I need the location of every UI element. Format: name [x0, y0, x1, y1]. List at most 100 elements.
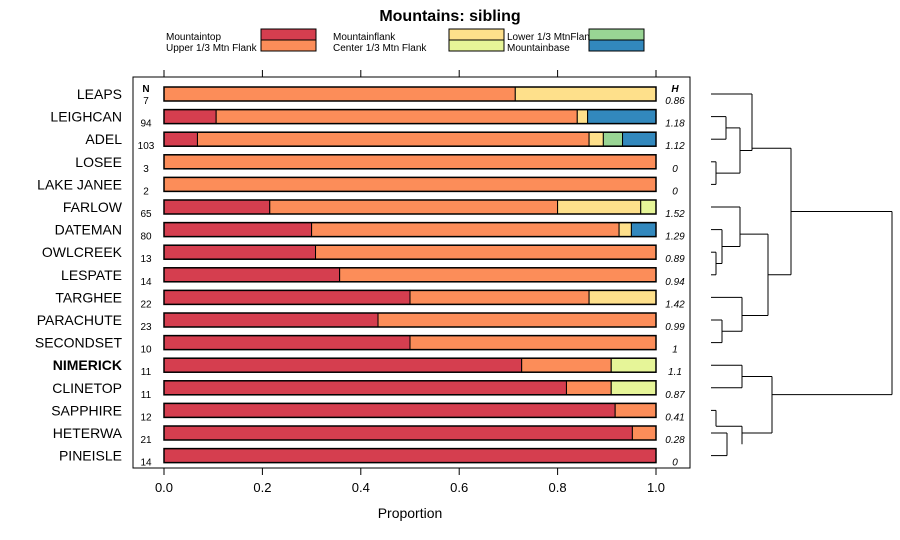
n-value: 65 — [140, 209, 152, 220]
bar-outline — [163, 312, 657, 328]
bar-segment-mountainflank — [618, 222, 632, 238]
x-tick-label: 1.0 — [647, 480, 665, 495]
legend-label-center-1-3-mtn-flank: Center 1/3 Mtn Flank — [333, 43, 427, 54]
row-label: HETERWA — [53, 425, 123, 441]
bar-segment-mountaintop — [163, 380, 567, 396]
n-value: 13 — [140, 254, 152, 265]
x-axis-label: Proportion — [378, 505, 443, 521]
bar-outline — [163, 131, 657, 147]
row-label: LEAPS — [77, 86, 122, 102]
bar-segment-upper-1-3-mtn-flank — [521, 357, 612, 373]
bar-segment-upper-1-3-mtn-flank — [377, 312, 657, 328]
row-label: SAPPHIRE — [51, 402, 122, 418]
row-label: LEIGHCAN — [50, 109, 122, 125]
n-value: 94 — [140, 119, 152, 130]
dendrogram — [711, 93, 893, 457]
bar-segment-upper-1-3-mtn-flank — [565, 380, 612, 396]
bar-segment-upper-1-3-mtn-flank — [269, 199, 559, 215]
bar-segment-mountainbase — [587, 109, 657, 125]
n-value: 21 — [140, 435, 152, 446]
legend-swatch-mountaintop — [260, 28, 317, 41]
h-value: 1.18 — [665, 119, 685, 130]
bar-outline — [163, 176, 657, 193]
bar-segment-mountaintop — [163, 289, 411, 305]
bar-segment-mountaintop — [163, 109, 217, 125]
h-value: 0 — [672, 458, 678, 469]
n-value: 11 — [141, 390, 152, 401]
row-label: LAKE JANEE — [37, 176, 122, 192]
row-farlow: FARLOW 65 1.52 — [63, 199, 685, 220]
row-label: PINEISLE — [59, 448, 122, 464]
bar-outline — [163, 425, 657, 441]
bar-segment-mountaintop — [163, 402, 616, 418]
row-lespate: LESPATE 14 0.94 — [61, 267, 685, 288]
row-label: NIMERICK — [53, 357, 122, 373]
bar-segment-mountaintop — [163, 335, 411, 351]
row-label: DATEMAN — [55, 222, 122, 238]
row-label: SECONDSET — [35, 335, 123, 351]
chart-title: Mountains: sibling — [379, 8, 520, 25]
h-value: 0.87 — [665, 390, 685, 401]
n-value: 7 — [143, 96, 149, 107]
h-value: 0.99 — [665, 322, 685, 333]
bar-segment-mountainflank — [576, 109, 589, 125]
h-value: 1.52 — [665, 209, 685, 220]
bar-segment-upper-1-3-mtn-flank — [631, 425, 657, 441]
bar-outline — [163, 267, 657, 283]
bar-segment-upper-1-3-mtn-flank — [196, 131, 590, 147]
row-parachute: PARACHUTE 23 0.99 — [37, 312, 685, 333]
legend-swatch-mountainbase — [588, 39, 645, 52]
h-value: 0 — [672, 186, 678, 197]
bar-segment-upper-1-3-mtn-flank — [215, 109, 578, 125]
bar-segment-mountainflank — [514, 86, 657, 102]
legend-swatch-center-1-3-mtn-flank — [448, 39, 505, 52]
row-pineisle: PINEISLE 14 0 — [59, 448, 678, 469]
bar-segment-upper-1-3-mtn-flank — [315, 244, 657, 260]
n-value: 10 — [140, 345, 152, 356]
x-tick-label: 0.8 — [549, 480, 567, 495]
row-sapphire: SAPPHIRE 12 0.41 — [51, 402, 685, 423]
n-value: 3 — [143, 164, 149, 175]
bar-segment-upper-1-3-mtn-flank — [163, 86, 516, 102]
legend-swatch-upper-1-3-mtn-flank — [260, 39, 317, 52]
bar-segment-center-1-3-mtn-flank — [610, 357, 657, 373]
h-value: 1 — [672, 345, 678, 356]
n-value: 23 — [140, 322, 152, 333]
bar-segment-upper-1-3-mtn-flank — [409, 335, 657, 351]
row-losee: LOSEE 3 0 — [75, 154, 678, 175]
n-value: 103 — [138, 141, 155, 152]
bar-segment-mountaintop — [163, 448, 657, 464]
x-tick-label: 0.2 — [253, 480, 271, 495]
n-value: 12 — [140, 412, 152, 423]
bar-segment-center-1-3-mtn-flank — [640, 199, 657, 215]
h-value: 0.89 — [665, 254, 685, 265]
bar-segment-upper-1-3-mtn-flank — [409, 289, 590, 305]
row-label: ADEL — [85, 131, 122, 147]
bar-segment-mountainbase — [622, 131, 657, 147]
bar-segment-mountaintop — [163, 267, 341, 283]
bar-segment-upper-1-3-mtn-flank — [339, 267, 657, 283]
bar-segment-mountainbase — [630, 222, 657, 238]
legend-label-lower-1-3-mtnflank: Lower 1/3 MtnFlank — [507, 32, 596, 43]
row-clinetop: CLINETOP 11 0.87 — [52, 380, 685, 401]
h-value: 0 — [672, 164, 678, 175]
n-value: 14 — [140, 277, 152, 288]
bar-outline — [163, 108, 657, 125]
row-leaps: LEAPS 7 0.86 — [77, 86, 685, 107]
row-leighcan: LEIGHCAN 94 1.18 — [50, 109, 685, 130]
row-nimerick: NIMERICK 11 1.1 — [53, 357, 682, 378]
legend-label-mountainbase: Mountainbase — [507, 43, 570, 54]
bar-segment-mountainflank — [557, 199, 642, 215]
n-value: 80 — [140, 232, 152, 243]
h-value: 1.42 — [665, 299, 685, 310]
x-tick-label: 0.6 — [450, 480, 468, 495]
bar-outline — [163, 86, 657, 102]
bar-outline — [163, 244, 657, 260]
bar-segment-center-1-3-mtn-flank — [610, 380, 657, 396]
bar-segment-mountaintop — [163, 244, 317, 260]
x-axis: 0.0 0.2 0.4 0.6 0.8 1.0 — [155, 70, 665, 495]
row-label: FARLOW — [63, 199, 123, 215]
row-secondset: SECONDSET 10 1 — [35, 335, 678, 356]
bar-segment-lower-1-3-mtnflank — [602, 131, 624, 147]
